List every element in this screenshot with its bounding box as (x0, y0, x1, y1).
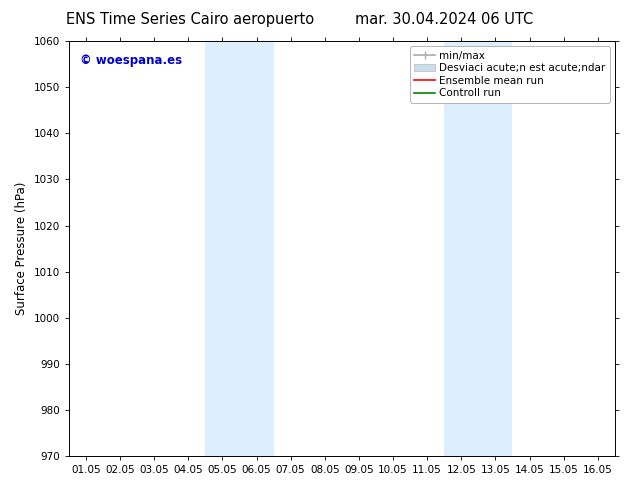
Text: mar. 30.04.2024 06 UTC: mar. 30.04.2024 06 UTC (354, 12, 533, 27)
Bar (444, 41, 512, 456)
Text: © woespana.es: © woespana.es (80, 54, 182, 67)
Y-axis label: Surface Pressure (hPa): Surface Pressure (hPa) (15, 182, 28, 315)
Bar (205, 41, 274, 456)
Legend: min/max, Desviaci acute;n est acute;ndar, Ensemble mean run, Controll run: min/max, Desviaci acute;n est acute;ndar… (410, 47, 610, 102)
Text: ENS Time Series Cairo aeropuerto: ENS Time Series Cairo aeropuerto (66, 12, 314, 27)
